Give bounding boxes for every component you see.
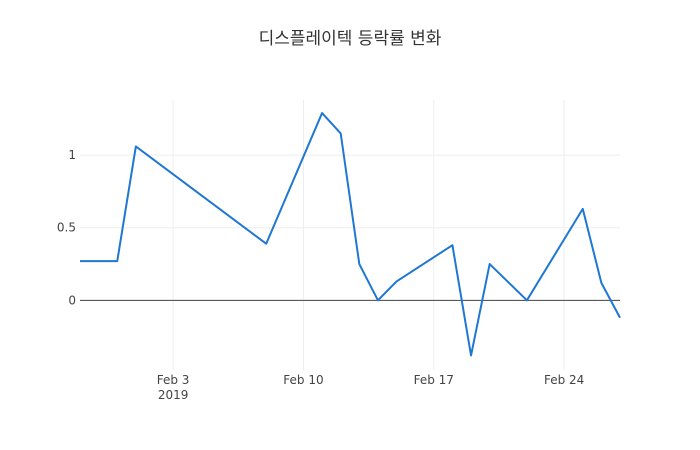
chart-title: 디스플레이텍 등락률 변화 — [259, 29, 442, 49]
x-tick-label: Feb 10 — [283, 373, 323, 387]
y-tick-label: 0.5 — [57, 221, 76, 235]
y-tick-label: 0 — [68, 293, 76, 307]
x-tick-label: 2019 — [158, 388, 189, 402]
y-tick-label: 1 — [68, 148, 76, 162]
x-tick-label: Feb 3 — [157, 373, 190, 387]
x-tick-label: Feb 24 — [544, 373, 584, 387]
x-tick-label: Feb 17 — [414, 373, 454, 387]
line-series — [80, 112, 621, 357]
